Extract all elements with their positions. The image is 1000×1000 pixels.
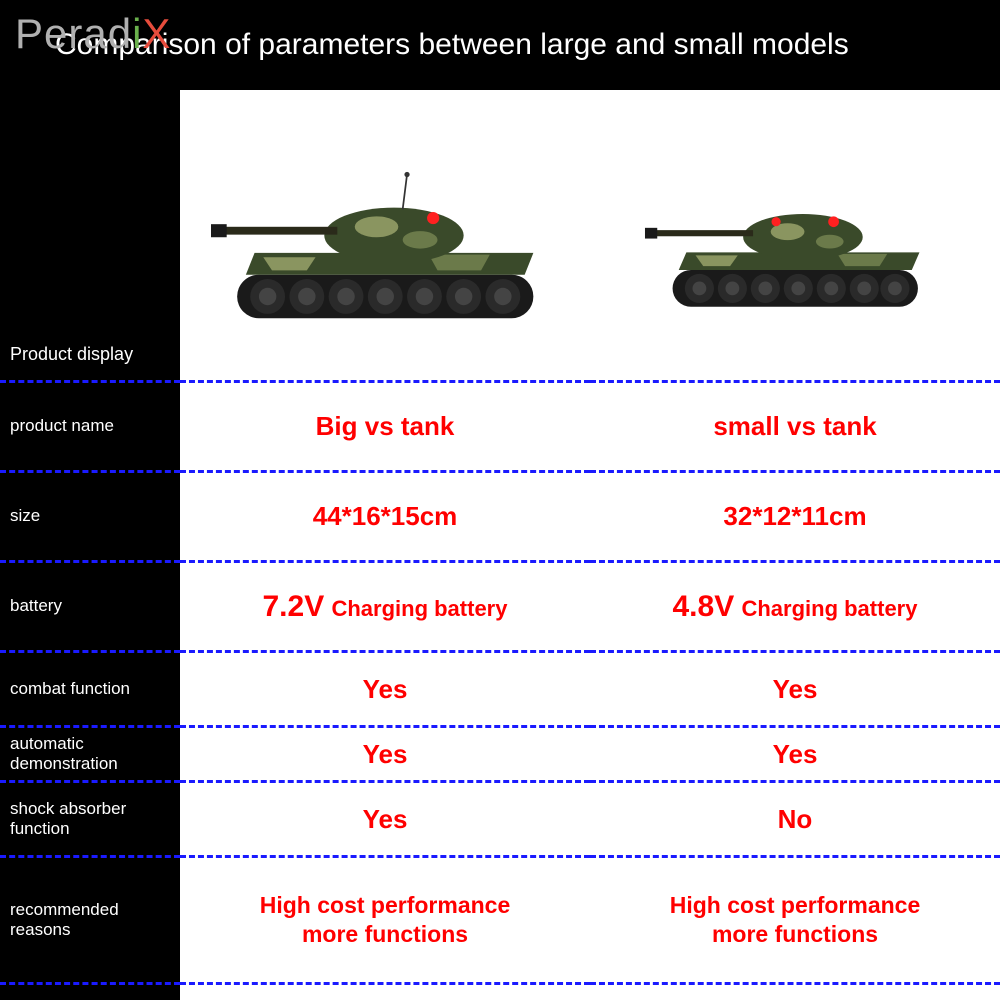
comparison-table: Product display product name size batter…	[0, 90, 1000, 1000]
small-shock-cell: No	[590, 780, 1000, 855]
big-recommended: High cost performance more functions	[260, 891, 511, 949]
big-battery: 7.2V Charging battery	[263, 589, 508, 625]
label-shock: shock absorberfunction	[0, 780, 180, 855]
column-small: small vs tank 32*12*11cm 4.8V Charging b…	[590, 90, 1000, 1000]
small-autodemo-cell: Yes	[590, 725, 1000, 780]
big-recommended-cell: High cost performance more functions	[180, 855, 590, 985]
small-name-cell: small vs tank	[590, 380, 1000, 470]
label-product-display: Product display	[0, 90, 180, 380]
label-combat: combat function	[0, 650, 180, 725]
brand-dot: i	[132, 10, 142, 57]
tank-large-icon	[211, 134, 560, 337]
big-combat-cell: Yes	[180, 650, 590, 725]
big-battery-cell: 7.2V Charging battery	[180, 560, 590, 650]
label-product-name: product name	[0, 380, 180, 470]
brand-prefix: Perad	[15, 10, 132, 57]
big-shock-cell: Yes	[180, 780, 590, 855]
row-labels-column: Product display product name size batter…	[0, 90, 180, 1000]
big-autodemo: Yes	[363, 739, 408, 770]
brand-watermark: PeradiX	[15, 10, 171, 58]
big-autodemo-cell: Yes	[180, 725, 590, 780]
label-auto-demo: automaticdemonstration	[0, 725, 180, 780]
label-battery: battery	[0, 560, 180, 650]
tank-small-icon	[642, 146, 949, 325]
big-name: Big vs tank	[316, 411, 455, 442]
big-shock: Yes	[363, 804, 408, 835]
small-battery: 4.8V Charging battery	[673, 589, 918, 625]
small-recommended: High cost performance more functions	[670, 891, 921, 949]
data-columns: Big vs tank 44*16*15cm 7.2V Charging bat…	[180, 90, 1000, 1000]
column-big: Big vs tank 44*16*15cm 7.2V Charging bat…	[180, 90, 590, 1000]
page-title: Comparison of parameters between large a…	[55, 28, 849, 62]
small-product-image	[590, 90, 1000, 380]
big-combat: Yes	[363, 674, 408, 705]
brand-x: X	[142, 10, 171, 57]
small-size: 32*12*11cm	[723, 501, 866, 532]
big-name-cell: Big vs tank	[180, 380, 590, 470]
small-recommended-cell: High cost performance more functions	[590, 855, 1000, 985]
small-shock: No	[778, 804, 813, 835]
big-size-cell: 44*16*15cm	[180, 470, 590, 560]
label-size: size	[0, 470, 180, 560]
small-autodemo: Yes	[773, 739, 818, 770]
small-name: small vs tank	[713, 411, 876, 442]
small-combat-cell: Yes	[590, 650, 1000, 725]
small-battery-cell: 4.8V Charging battery	[590, 560, 1000, 650]
small-combat: Yes	[773, 674, 818, 705]
big-size: 44*16*15cm	[313, 501, 458, 532]
small-size-cell: 32*12*11cm	[590, 470, 1000, 560]
big-product-image	[180, 90, 590, 380]
label-recommended: recommendedreasons	[0, 855, 180, 985]
